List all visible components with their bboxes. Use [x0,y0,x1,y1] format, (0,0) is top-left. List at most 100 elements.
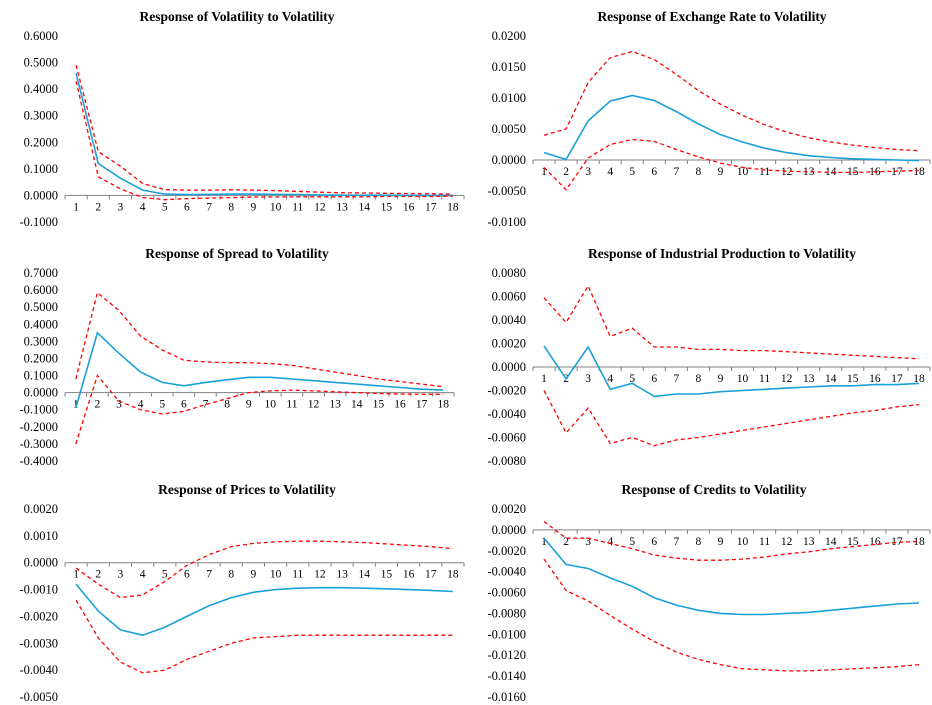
lower-band-line [543,390,920,447]
x-tick-label: 8 [696,373,702,385]
y-tick-label: -0.2000 [19,420,58,434]
lower-band-line [75,599,453,674]
response-line [75,583,453,637]
y-tick-label: -0.0010 [19,583,58,597]
x-tick-label: 7 [206,569,212,581]
y-tick-label: 0.0060 [492,290,526,304]
x-tick-label: 1 [73,569,79,581]
x-tick-label: 9 [251,569,257,581]
x-tick-label: 9 [718,536,724,548]
y-tick-label: -0.0060 [487,586,526,600]
x-tick-label: 13 [336,569,348,581]
panel-credits: Response of Credits to Volatility -0.016… [487,482,931,704]
x-tick-label: 2 [563,536,569,548]
x-tick-label: 3 [585,166,591,178]
y-tick-label: -0.0100 [487,215,526,229]
response-line [75,73,453,197]
x-tick-label: 11 [286,399,297,411]
x-tick-label: 11 [292,201,303,213]
panel-prices: Response of Prices to Volatility -0.0050… [19,482,465,704]
lower-band-line [543,138,920,191]
x-tick-label: 4 [138,399,144,411]
lower-band-line [75,374,444,445]
upper-band-line [543,50,920,152]
x-tick-label: 11 [759,536,770,548]
x-tick-label: 10 [737,373,749,385]
x-tick-label: 5 [162,201,168,213]
x-tick-label: 15 [373,399,385,411]
x-tick-label: 11 [759,166,770,178]
y-tick-label: 0.6000 [24,29,58,43]
x-tick-label: 6 [184,569,190,581]
x-tick-label: 18 [913,166,925,178]
x-tick-label: 18 [913,373,925,385]
y-tick-label: 0.0080 [492,266,526,280]
x-tick-label: 14 [359,201,371,213]
x-tick-label: 12 [781,536,793,548]
x-tick-label: 9 [718,166,724,178]
chart-title: Response of Credits to Volatility [621,482,806,497]
x-tick-label: 5 [159,399,165,411]
y-tick-label: -0.0120 [487,648,526,662]
y-tick-label: 0.1000 [24,369,58,383]
y-tick-label: -0.3000 [19,437,58,451]
x-tick-label: 3 [118,201,124,213]
lower-band-line [75,81,453,201]
x-tick-label: 1 [541,166,547,178]
x-tick-label: 4 [607,536,613,548]
x-tick-label: 18 [437,399,449,411]
y-tick-label: -0.0080 [487,454,526,468]
x-tick-label: 17 [425,201,437,213]
y-tick-label: 0.3000 [24,334,58,348]
y-tick-label: -0.0100 [487,627,526,641]
x-tick-label: 15 [847,536,859,548]
x-tick-label: 2 [95,569,101,581]
x-tick-label: 11 [292,569,303,581]
x-tick-label: 8 [696,166,702,178]
x-tick-label: 17 [891,536,903,548]
x-tick-label: 1 [541,536,547,548]
y-tick-label: 0.0200 [492,29,526,43]
y-tick-label: 0.5000 [24,300,58,314]
chart-title: Response of Exchange Rate to Volatility [597,9,826,24]
x-tick-label: 5 [629,166,635,178]
y-tick-label: -0.0060 [487,431,526,445]
y-tick-label: -0.0020 [487,544,526,558]
x-tick-label: 14 [359,569,371,581]
panel-volatility: Response of Volatility to Volatility -0.… [19,9,465,229]
x-tick-label: 12 [314,569,326,581]
x-tick-label: 3 [118,569,124,581]
x-tick-label: 8 [228,569,234,581]
chart-title: Response of Spread to Volatility [145,246,329,261]
y-tick-label: 0.0010 [24,529,58,543]
x-tick-label: 7 [673,536,679,548]
y-tick-label: 0.0000 [24,188,58,202]
x-tick-label: 13 [803,373,815,385]
y-tick-label: 0.0050 [492,122,526,136]
x-tick-label: 15 [381,569,393,581]
y-tick-label: 0.0020 [492,502,526,516]
y-tick-label: 0.0000 [24,556,58,570]
x-tick-label: 10 [737,536,749,548]
x-tick-label: 4 [140,201,146,213]
x-tick-label: 18 [447,569,459,581]
y-tick-label: -0.0030 [19,636,58,650]
x-tick-label: 5 [629,373,635,385]
x-tick-label: 16 [394,399,406,411]
x-tick-label: 9 [246,399,252,411]
x-tick-label: 12 [781,373,793,385]
y-tick-label: 0.3000 [24,109,58,123]
x-tick-label: 6 [651,373,657,385]
x-tick-label: 9 [251,201,257,213]
x-tick-label: 15 [381,201,393,213]
x-tick-label: 6 [651,166,657,178]
upper-band-line [543,284,920,360]
y-tick-label: 0.2000 [24,135,58,149]
y-tick-label: -0.0020 [487,384,526,398]
y-tick-label: 0.7000 [24,266,58,280]
x-tick-label: 16 [869,373,881,385]
y-tick-label: 0.4000 [24,82,58,96]
x-tick-label: 8 [224,399,230,411]
y-tick-label: 0.0020 [24,502,58,516]
x-tick-label: 17 [416,399,428,411]
